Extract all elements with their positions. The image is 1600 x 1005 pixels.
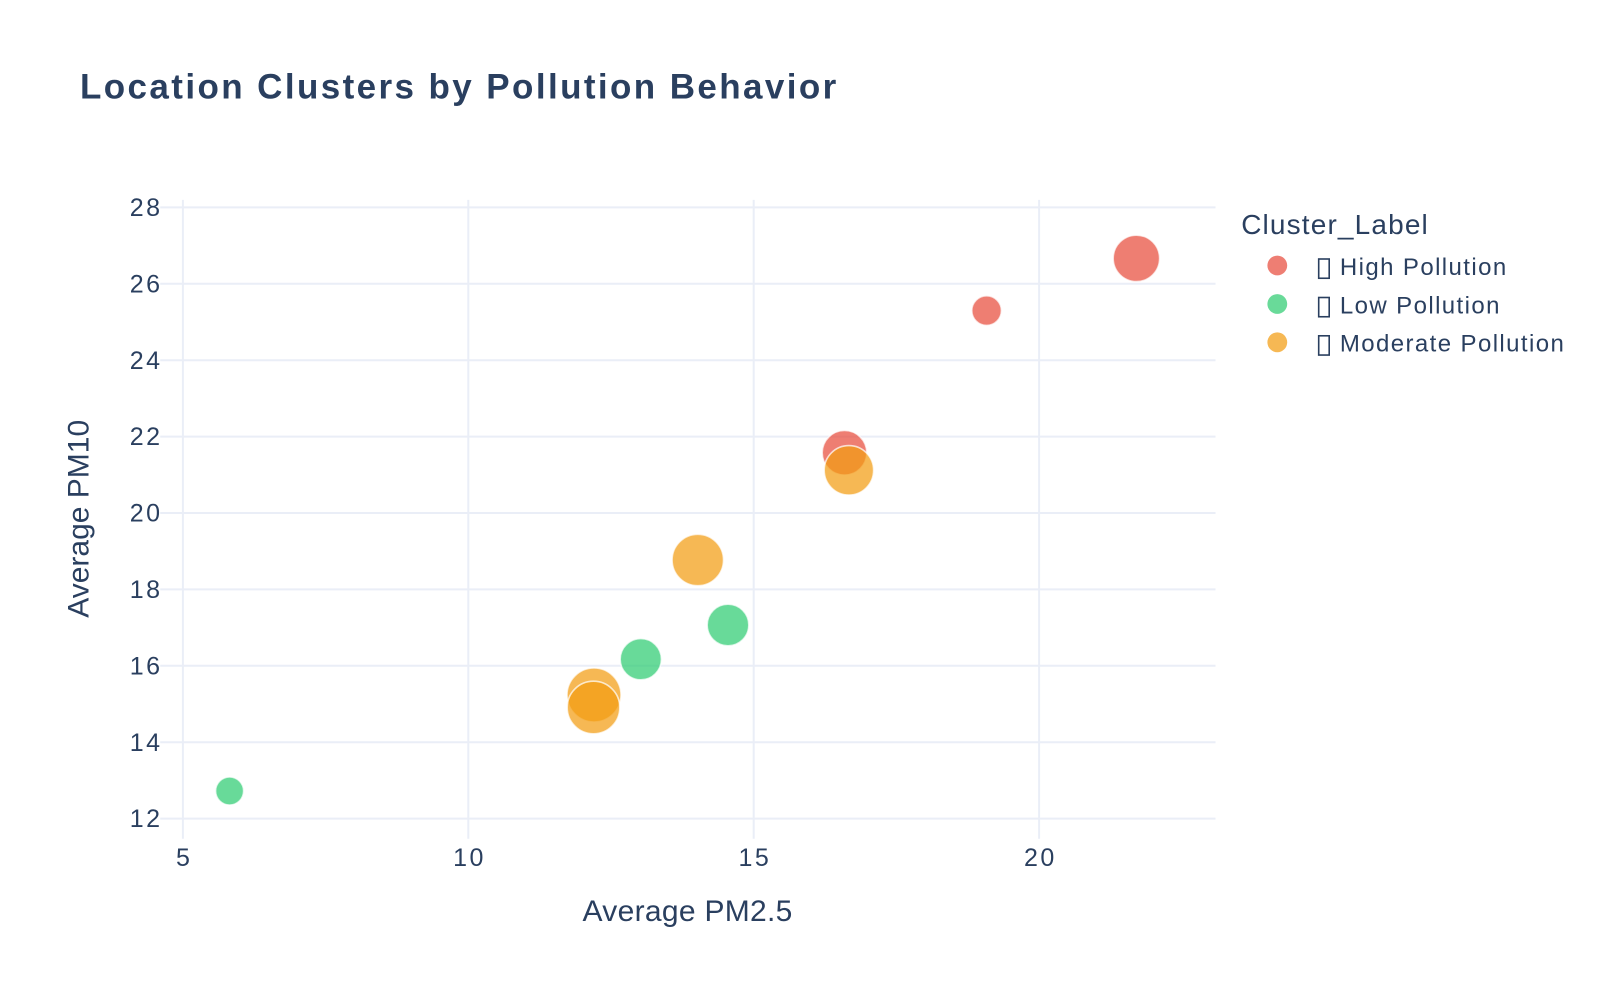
svg-text:20: 20: [1024, 844, 1057, 872]
svg-text:5: 5: [176, 844, 192, 872]
svg-text:16: 16: [130, 652, 163, 680]
svg-text:Average PM2.5: Average PM2.5: [583, 895, 793, 928]
svg-text:Moderate Pollution: Moderate Pollution: [1340, 331, 1565, 358]
svg-text:High Pollution: High Pollution: [1340, 254, 1508, 281]
svg-text:20: 20: [130, 500, 163, 528]
svg-text:Location Clusters by Pollution: Location Clusters by Pollution Behavior: [80, 68, 839, 107]
svg-text:15: 15: [739, 844, 772, 872]
svg-text:Average PM10: Average PM10: [63, 420, 96, 618]
svg-text:28: 28: [130, 194, 163, 222]
svg-text:22: 22: [130, 423, 163, 451]
svg-text:26: 26: [130, 270, 163, 298]
svg-text:Low Pollution: Low Pollution: [1340, 292, 1501, 319]
svg-text:24: 24: [130, 347, 163, 375]
svg-text:Cluster_Label: Cluster_Label: [1241, 209, 1429, 240]
svg-text:12: 12: [130, 805, 163, 833]
svg-text:10: 10: [453, 844, 486, 872]
svg-text:14: 14: [130, 729, 163, 757]
svg-text:18: 18: [130, 576, 163, 604]
